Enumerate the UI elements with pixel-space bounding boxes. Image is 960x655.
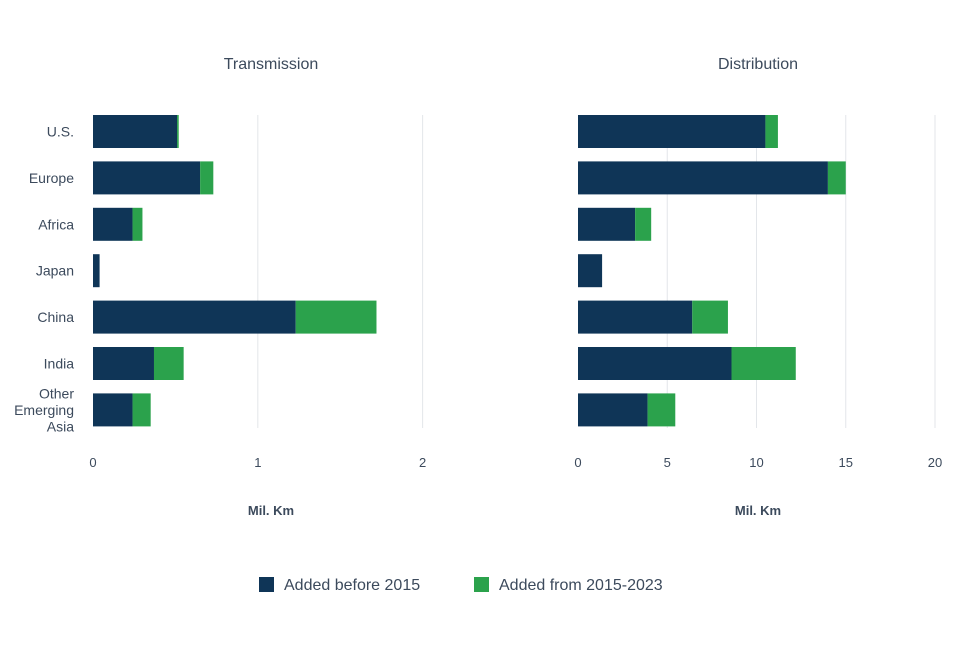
distribution-bar-u-s-before-2015[interactable] (578, 115, 766, 148)
legend-item-before[interactable]: Added before 2015 (259, 577, 420, 594)
transmission-bar-europe-before-2015[interactable] (93, 161, 201, 195)
distribution-bar-india-before-2015[interactable] (578, 347, 732, 380)
transmission-gridlines (257, 115, 424, 428)
distribution-bar-china-before-2015[interactable] (578, 300, 693, 334)
transmission-x-ticks: 0 1 2 (89, 455, 426, 470)
distribution-bar-africa-before-2015[interactable] (578, 207, 636, 241)
distribution-x-tick-label: 0 (574, 455, 581, 470)
distribution-x-tick-label: 10 (749, 455, 763, 470)
category-label-africa: Africa (38, 216, 74, 232)
transmission-x-axis-title: Mil. Km (248, 503, 294, 518)
transmission-x-tick-label: 1 (254, 455, 261, 470)
category-label-other-emerging-asia: Other Emerging Asia (14, 385, 74, 434)
transmission-bar-india-before-2015[interactable] (93, 347, 154, 380)
transmission-x-tick-label: 0 (89, 455, 96, 470)
transmission-bar-africa-before-2015[interactable] (93, 207, 133, 241)
transmission-bar-europe-2015-2023[interactable] (200, 161, 214, 195)
distribution-bar-africa-2015-2023[interactable] (635, 207, 652, 241)
transmission-x-tick-label: 2 (419, 455, 426, 470)
transmission-title: Transmission (224, 56, 319, 73)
distribution-x-ticks: 0 5 10 15 20 (574, 455, 942, 470)
distribution-bar-other-emerging-asia-2015-2023[interactable] (647, 393, 676, 427)
distribution-x-tick-label: 5 (664, 455, 671, 470)
legend-label-after: Added from 2015-2023 (499, 577, 663, 594)
legend-item-after[interactable]: Added from 2015-2023 (474, 577, 663, 594)
distribution-x-tick-label: 15 (839, 455, 853, 470)
transmission-bars (93, 115, 377, 427)
distribution-bar-china-2015-2023[interactable] (692, 300, 728, 334)
distribution-x-axis-title: Mil. Km (735, 503, 781, 518)
transmission-bar-africa-2015-2023[interactable] (132, 207, 143, 241)
transmission-bar-other-emerging-asia-2015-2023[interactable] (132, 393, 151, 427)
legend-swatch-before (259, 577, 274, 592)
distribution-x-tick-label: 20 (928, 455, 942, 470)
distribution-bar-india-2015-2023[interactable] (731, 347, 796, 380)
category-label-u-s: U.S. (47, 124, 74, 140)
category-label-india: India (44, 356, 75, 372)
legend: Added before 2015 Added from 2015-2023 (259, 577, 663, 594)
transmission-bar-japan-before-2015[interactable] (93, 254, 100, 288)
distribution-bars (578, 115, 846, 427)
category-labels: U.S. Europe Africa Japan China India Other Emer… (14, 124, 74, 435)
transmission-bar-u-s-before-2015[interactable] (93, 115, 178, 148)
transmission-panel: Transmission Mil. Km 0 1 2 U.S. Europe Afric… (14, 56, 426, 518)
legend-swatch-after (474, 577, 489, 592)
distribution-bar-europe-2015-2023[interactable] (827, 161, 846, 195)
distribution-bar-japan-before-2015[interactable] (578, 254, 603, 288)
category-label-china: China (37, 309, 74, 325)
transmission-bar-china-before-2015[interactable] (93, 300, 296, 334)
category-label-japan: Japan (36, 263, 74, 279)
transmission-bar-india-2015-2023[interactable] (153, 347, 184, 380)
distribution-bar-other-emerging-asia-before-2015[interactable] (578, 393, 648, 427)
distribution-title: Distribution (718, 56, 798, 73)
legend-label-before: Added before 2015 (284, 577, 420, 594)
transmission-bar-china-2015-2023[interactable] (295, 300, 377, 334)
category-label-europe: Europe (29, 170, 74, 186)
distribution-panel: Distribution Mil. Km 0 5 10 15 20 (574, 56, 942, 518)
distribution-bar-u-s-2015-2023[interactable] (765, 115, 778, 148)
transmission-bar-other-emerging-asia-before-2015[interactable] (93, 393, 133, 427)
transmission-bar-u-s-2015-2023[interactable] (177, 115, 179, 148)
distribution-bar-europe-before-2015[interactable] (578, 161, 828, 195)
